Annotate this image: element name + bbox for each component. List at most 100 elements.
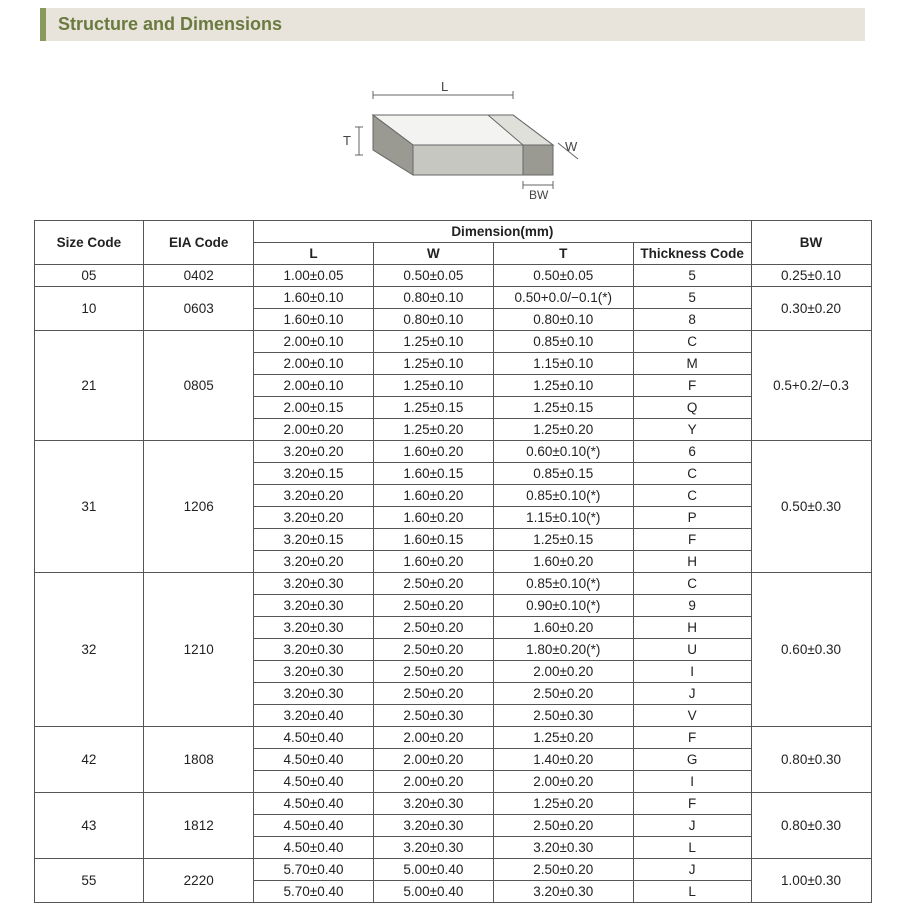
- cell-TC: C: [633, 463, 751, 485]
- cell-size: 10: [34, 287, 144, 331]
- cell-BW: 0.25±0.10: [751, 265, 871, 287]
- cell-T: 2.00±0.20: [493, 771, 633, 793]
- cell-BW: 0.50±0.30: [751, 441, 871, 573]
- cell-W: 2.00±0.20: [373, 749, 493, 771]
- cell-size: 43: [34, 793, 144, 859]
- cell-W: 2.50±0.20: [373, 595, 493, 617]
- cell-W: 1.60±0.20: [373, 507, 493, 529]
- cell-TC: G: [633, 749, 751, 771]
- cell-size: 55: [34, 859, 144, 903]
- cell-TC: L: [633, 837, 751, 859]
- table-row: 3112063.20±0.201.60±0.200.60±0.10(*)60.5…: [34, 441, 871, 463]
- cell-W: 3.20±0.30: [373, 793, 493, 815]
- cell-W: 1.60±0.15: [373, 529, 493, 551]
- cell-L: 4.50±0.40: [254, 837, 374, 859]
- cell-L: 4.50±0.40: [254, 771, 374, 793]
- cell-size: 42: [34, 727, 144, 793]
- table-row: 0504021.00±0.050.50±0.050.50±0.0550.25±0…: [34, 265, 871, 287]
- cell-TC: F: [633, 375, 751, 397]
- cell-T: 1.25±0.15: [493, 529, 633, 551]
- cell-W: 3.20±0.30: [373, 837, 493, 859]
- diagram-label-L: L: [441, 79, 448, 94]
- cell-BW: 0.5+0.2/−0.3: [751, 331, 871, 441]
- cell-T: 1.80±0.20(*): [493, 639, 633, 661]
- cell-L: 3.20±0.15: [254, 463, 374, 485]
- cell-L: 3.20±0.15: [254, 529, 374, 551]
- cell-eia: 1210: [144, 573, 254, 727]
- cell-L: 1.60±0.10: [254, 287, 374, 309]
- cell-T: 1.25±0.20: [493, 793, 633, 815]
- cell-BW: 0.80±0.30: [751, 727, 871, 793]
- cell-T: 0.85±0.15: [493, 463, 633, 485]
- cell-T: 0.60±0.10(*): [493, 441, 633, 463]
- cell-size: 31: [34, 441, 144, 573]
- cell-W: 5.00±0.40: [373, 859, 493, 881]
- cell-L: 1.60±0.10: [254, 309, 374, 331]
- cell-L: 2.00±0.15: [254, 397, 374, 419]
- cell-T: 0.80±0.10: [493, 309, 633, 331]
- cell-TC: M: [633, 353, 751, 375]
- cell-W: 2.00±0.20: [373, 727, 493, 749]
- cell-W: 0.50±0.05: [373, 265, 493, 287]
- cell-L: 4.50±0.40: [254, 793, 374, 815]
- cell-L: 5.70±0.40: [254, 859, 374, 881]
- cell-BW: 0.80±0.30: [751, 793, 871, 859]
- cell-eia: 2220: [144, 859, 254, 903]
- cell-eia: 0603: [144, 287, 254, 331]
- cell-TC: H: [633, 617, 751, 639]
- cell-T: 1.25±0.15: [493, 397, 633, 419]
- cell-size: 32: [34, 573, 144, 727]
- cell-TC: I: [633, 661, 751, 683]
- cell-L: 3.20±0.40: [254, 705, 374, 727]
- cell-T: 3.20±0.30: [493, 837, 633, 859]
- cell-T: 1.25±0.20: [493, 727, 633, 749]
- cell-L: 2.00±0.20: [254, 419, 374, 441]
- cell-T: 2.50±0.20: [493, 683, 633, 705]
- cell-TC: J: [633, 683, 751, 705]
- cell-T: 2.00±0.20: [493, 661, 633, 683]
- th-W: W: [373, 243, 493, 265]
- cell-TC: H: [633, 551, 751, 573]
- cell-W: 1.60±0.20: [373, 441, 493, 463]
- cell-W: 1.25±0.20: [373, 419, 493, 441]
- cell-eia: 0805: [144, 331, 254, 441]
- cell-W: 1.60±0.20: [373, 551, 493, 573]
- cell-T: 1.15±0.10: [493, 353, 633, 375]
- cell-W: 2.50±0.20: [373, 683, 493, 705]
- cell-T: 1.25±0.20: [493, 419, 633, 441]
- th-size: Size Code: [34, 221, 144, 265]
- cell-T: 1.60±0.20: [493, 551, 633, 573]
- cell-TC: Y: [633, 419, 751, 441]
- cell-eia: 0402: [144, 265, 254, 287]
- dimension-diagram: L T W BW: [0, 49, 905, 220]
- cell-BW: 1.00±0.30: [751, 859, 871, 903]
- cell-W: 2.50±0.20: [373, 661, 493, 683]
- cell-TC: J: [633, 815, 751, 837]
- section-title-bar: Structure and Dimensions: [40, 8, 865, 41]
- cell-TC: U: [633, 639, 751, 661]
- cell-L: 3.20±0.20: [254, 441, 374, 463]
- dimensions-table: Size Code EIA Code Dimension(mm) BW L W …: [34, 220, 872, 903]
- cell-L: 4.50±0.40: [254, 815, 374, 837]
- cell-W: 2.50±0.20: [373, 639, 493, 661]
- cell-T: 0.85±0.10: [493, 331, 633, 353]
- section-title: Structure and Dimensions: [58, 14, 282, 34]
- th-L: L: [254, 243, 374, 265]
- cell-L: 2.00±0.10: [254, 375, 374, 397]
- cell-TC: J: [633, 859, 751, 881]
- cell-TC: 8: [633, 309, 751, 331]
- cell-W: 1.60±0.15: [373, 463, 493, 485]
- cell-L: 3.20±0.30: [254, 639, 374, 661]
- cell-L: 3.20±0.30: [254, 661, 374, 683]
- th-T: T: [493, 243, 633, 265]
- cell-W: 1.25±0.10: [373, 331, 493, 353]
- cell-W: 2.50±0.30: [373, 705, 493, 727]
- diagram-label-BW: BW: [529, 188, 549, 202]
- cell-W: 1.25±0.15: [373, 397, 493, 419]
- cell-L: 3.20±0.30: [254, 573, 374, 595]
- cell-L: 3.20±0.20: [254, 551, 374, 573]
- cell-TC: C: [633, 573, 751, 595]
- cell-L: 3.20±0.30: [254, 595, 374, 617]
- cell-T: 3.20±0.30: [493, 881, 633, 903]
- th-dimension: Dimension(mm): [254, 221, 751, 243]
